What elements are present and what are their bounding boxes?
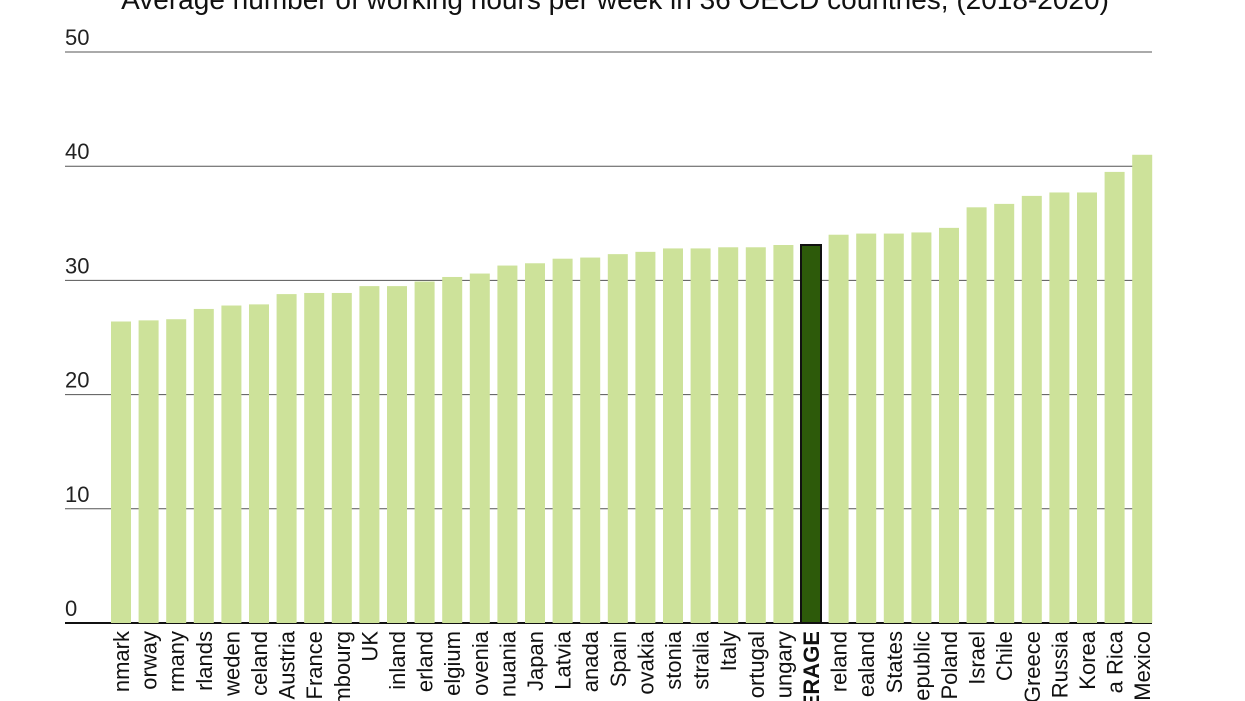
bar [635,251,656,623]
chart-title: Average number of working hours per week… [0,0,1230,16]
bar [911,232,932,623]
bar [856,233,877,623]
y-tick-label: 40 [65,139,89,164]
x-tick-label: orway [137,631,162,690]
x-tick-label: ortugal [744,631,769,698]
x-tick-label: inland [385,631,410,690]
bar [469,273,490,623]
x-tick-label: nuania [495,630,520,697]
x-tick-label: Mexico [1130,631,1155,701]
bar [607,254,628,623]
bar [773,244,794,624]
bar [939,227,959,624]
bar [1049,192,1070,623]
x-tick-label: weden [219,631,244,697]
x-tick-label: Austria [275,630,300,699]
x-tick-label: anada [578,630,603,692]
bar [745,247,766,624]
y-tick-label: 20 [65,368,89,393]
bar [111,321,131,623]
x-tick-label: erland [413,631,438,692]
bar [359,286,380,623]
bar [1021,195,1042,623]
x-tick-label: Italy [716,631,741,671]
y-tick-label: 10 [65,482,89,507]
bar [249,304,269,623]
x-tick-label: UK [357,631,382,662]
x-tick-label: Latvia [551,630,576,689]
y-tick-label: 0 [65,596,77,621]
bar [552,258,573,623]
x-tick-label: nmark [109,630,134,692]
x-tick-label: mbourg [330,631,355,701]
bar [690,248,711,623]
x-tick-label: a Rica [1103,630,1128,693]
x-tick-label: ovenia [468,630,493,696]
bar [166,319,187,623]
y-tick-label: 50 [65,25,89,50]
bar [442,276,463,623]
x-tick-label: Poland [937,631,962,700]
bar [331,292,352,623]
bar [304,292,325,623]
x-tick-label: epublic [909,631,934,701]
bar [221,305,242,623]
x-tick-label: Korea [1075,630,1100,689]
x-tick-label: elgium [440,631,465,696]
x-tick-label: Spain [606,631,631,687]
x-tick-label: Japan [523,631,548,691]
bar [193,308,214,623]
x-tick-label: Chile [992,631,1017,681]
bar [276,294,297,623]
bar [525,263,545,623]
bar [1077,192,1097,623]
bar [663,248,683,623]
bar [883,233,904,623]
x-tick-label: States [882,631,907,693]
bar [1104,171,1125,623]
x-tick-label: Russia [1047,630,1072,698]
x-tick-label: stralia [689,630,714,689]
x-tick-label: reland [827,631,852,692]
bar [580,257,601,623]
bar [497,265,518,623]
bar [414,281,435,623]
bar [387,286,407,623]
bar [718,247,739,624]
x-tick-label: France [302,631,327,699]
bar [966,207,987,623]
bar-average [800,243,822,625]
x-tick-label: Israel [965,631,990,685]
x-tick-label: ungary [771,631,796,698]
x-tick-label: ovakia [633,630,658,694]
x-tick-label: ERAGE [799,631,824,701]
x-tick-label: rmany [164,631,189,692]
bar [828,234,849,623]
bar [1132,154,1153,623]
x-tick-label: celand [247,631,272,696]
x-tick-label: stonia [661,630,686,689]
bar [138,320,159,623]
bar [994,203,1015,624]
x-tick-label: Greece [1020,631,1045,701]
y-tick-label: 30 [65,253,89,278]
x-tick-label: rlands [192,631,217,691]
x-tick-label: ealand [854,631,879,697]
